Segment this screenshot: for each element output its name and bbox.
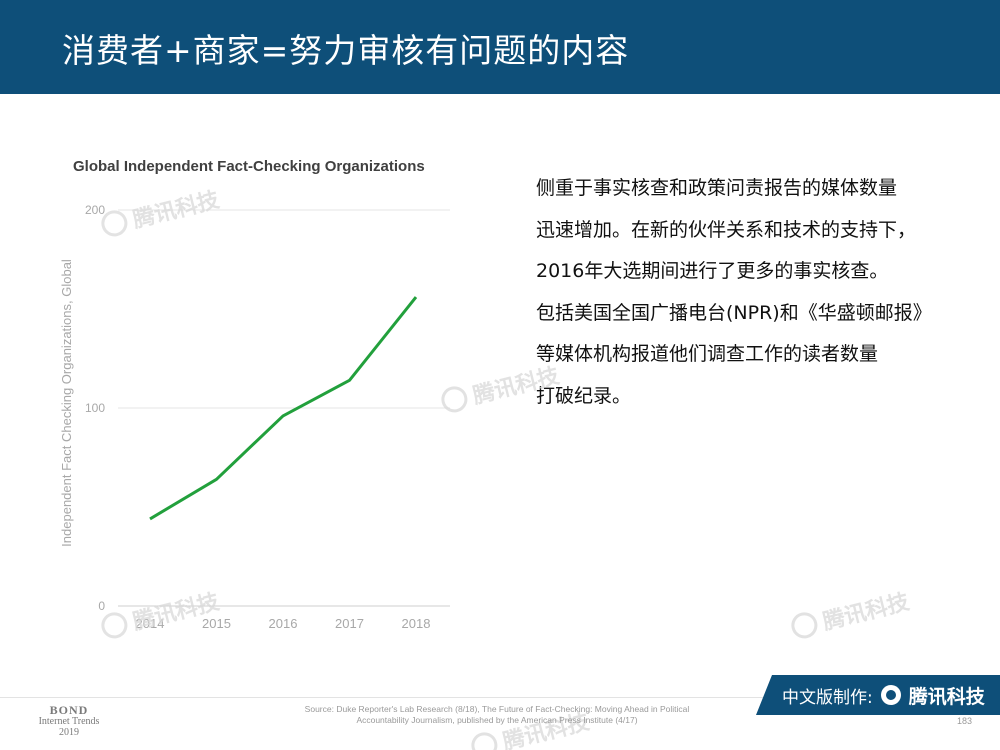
- y-tick-label: 200: [85, 203, 105, 217]
- body-text-line: 等媒体机构报道他们调查工作的读者数量: [536, 343, 879, 365]
- x-tick-label: 2015: [202, 616, 231, 631]
- watermark-logo-icon: [468, 729, 501, 750]
- tencent-logo-icon: [880, 685, 901, 705]
- bond-year: 2019: [59, 727, 79, 738]
- y-axis-label: Independent Fact Checking Organizations,…: [59, 259, 74, 547]
- body-text-line: 2016年大选期间进行了更多的事实核查。: [536, 260, 889, 282]
- body-text-line: 迅速增加。在新的伙伴关系和技术的支持下，: [536, 218, 917, 241]
- y-tick-label: 100: [85, 401, 105, 415]
- badge-brand: 腾讯科技: [908, 685, 985, 708]
- source-line: Source: Duke Reporter's Lab Research (8/…: [304, 704, 690, 714]
- footer-divider: [0, 697, 1000, 698]
- watermark-logo-icon: [98, 609, 131, 642]
- chart-title: Global Independent Fact-Checking Organiz…: [73, 158, 425, 175]
- body-text-line: 包括美国全国广播电台(NPR)和《华盛顿邮报》: [536, 301, 932, 324]
- credit-badge: 中文版制作: 腾讯科技: [756, 675, 1000, 715]
- x-tick-label: 2017: [335, 616, 364, 631]
- slide-title: 消费者+商家=努力审核有问题的内容: [62, 31, 630, 70]
- source-note: Source: Duke Reporter's Lab Research (8/…: [262, 704, 732, 726]
- line-chart: 0 100 200 2014 2015 2016 2017 2018 Independent…: [0, 140, 500, 660]
- bond-name: BOND: [49, 703, 89, 717]
- bond-logo: BOND Internet Trends 2019: [26, 703, 112, 738]
- y-tick-label: 0: [98, 599, 105, 613]
- x-tick-label: 2018: [402, 616, 431, 631]
- series-line: [149, 296, 418, 521]
- watermark-logo-icon: [788, 609, 821, 642]
- bond-subtitle: Internet Trends: [38, 716, 100, 727]
- watermark: 腾讯科技: [788, 584, 912, 644]
- x-tick-label: 2014: [136, 616, 165, 631]
- body-text-line: 侧重于事实核查和政策问责报告的媒体数量: [536, 177, 898, 199]
- body-text: 侧重于事实核查和政策问责报告的媒体数量 迅速增加。在新的伙伴关系和技术的支持下，…: [536, 168, 976, 417]
- header-bar: 消费者+商家=努力审核有问题的内容: [0, 0, 1000, 94]
- page-number: 183: [957, 716, 973, 726]
- badge-label: 中文版制作:: [782, 687, 873, 708]
- source-line: Accountability Journalism, published by …: [356, 715, 638, 725]
- chart-svg: 0 100 200 2014 2015 2016 2017 2018 Independent…: [59, 203, 450, 631]
- x-tick-label: 2016: [269, 616, 298, 631]
- watermark-logo-icon: [438, 383, 471, 416]
- watermark-logo-icon: [98, 207, 131, 240]
- body-text-line: 打破纪录。: [536, 384, 632, 407]
- watermark-text: 腾讯科技: [820, 589, 912, 636]
